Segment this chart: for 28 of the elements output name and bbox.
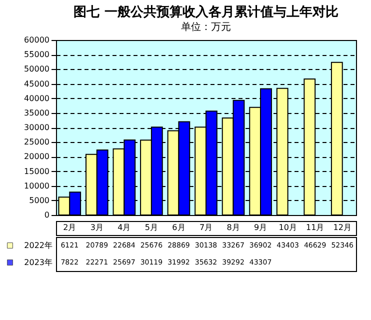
y-tick-label: 35000 (24, 108, 50, 118)
x-tick-label: 3月 (90, 223, 104, 232)
chart-title: 图七 一般公共预算收入各月累计值与上年对比 (74, 4, 338, 20)
y-tick-label: 0 (44, 210, 50, 220)
y-tick-label: 15000 (24, 166, 50, 176)
y-tick-label: 55000 (24, 50, 50, 60)
legend-label: 2022年 (24, 241, 52, 250)
x-tick-label: 6月 (172, 223, 186, 232)
y-tick-label: 50000 (24, 64, 50, 74)
y-tick-label: 20000 (24, 152, 50, 162)
x-tick-label: 2月 (63, 223, 76, 232)
x-tick-label: 10月 (278, 223, 297, 232)
y-tick-label: 45000 (24, 79, 50, 88)
x-tick-label: 9月 (254, 223, 268, 232)
legend-label: 2023年 (24, 258, 52, 267)
y-tick-label: 30000 (24, 123, 50, 132)
y-tick-label: 60000 (24, 36, 50, 44)
x-tick-label: 8月 (226, 223, 240, 232)
y-tick-label: 25000 (24, 138, 50, 147)
chart-subtitle: 单位：万元 (181, 21, 231, 33)
x-tick-label: 5月 (144, 223, 158, 232)
x-tick-label: 11月 (306, 223, 324, 232)
x-tick-label: 12月 (333, 223, 352, 232)
x-tick-label: 7月 (199, 223, 213, 232)
y-tick-label: 10000 (24, 181, 50, 190)
x-tick-label: 4月 (118, 223, 131, 232)
y-tick-label: 5000 (29, 196, 50, 205)
y-tick-label: 40000 (24, 94, 50, 103)
